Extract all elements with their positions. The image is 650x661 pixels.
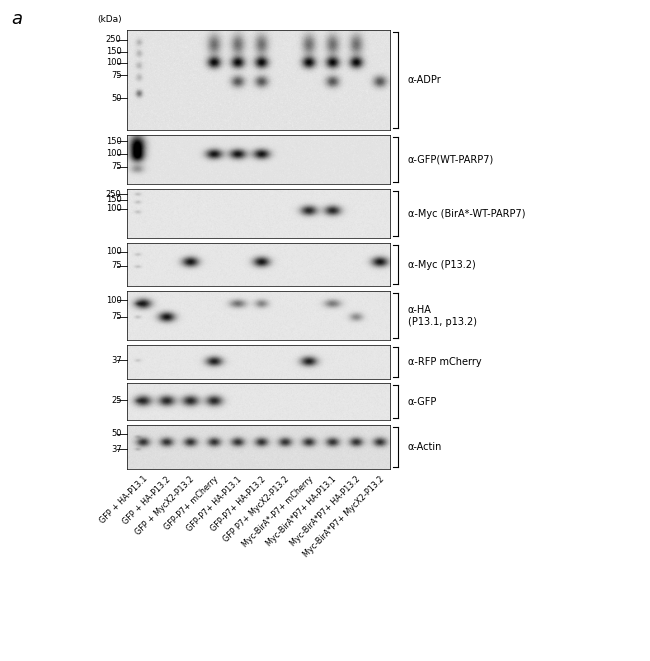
Text: 75: 75 [111,162,122,171]
Text: 100: 100 [106,295,122,305]
Text: GFP + HA-P13.1: GFP + HA-P13.1 [98,475,149,526]
Text: 100: 100 [106,149,122,159]
Text: GFP-P7+ HA-P13.2: GFP-P7+ HA-P13.2 [209,475,267,533]
Text: GFP-P7+ HA-P13.1: GFP-P7+ HA-P13.1 [185,475,244,533]
Text: 25: 25 [111,395,122,405]
Text: GFP P7+ MycX2-P13.2: GFP P7+ MycX2-P13.2 [222,475,291,544]
Text: α-Myc (P13.2): α-Myc (P13.2) [408,260,475,270]
Text: 100: 100 [106,247,122,256]
Text: 37: 37 [111,356,122,365]
Text: 75: 75 [111,261,122,270]
Text: Myc-BirA*-P7+ mCherry: Myc-BirA*-P7+ mCherry [240,475,315,549]
Text: GFP + MycX2-P13.2: GFP + MycX2-P13.2 [134,475,196,537]
Text: 100: 100 [106,58,122,67]
Text: α-Actin: α-Actin [408,442,442,452]
Text: α-RFP mCherry: α-RFP mCherry [408,357,481,367]
Text: 150: 150 [106,137,122,145]
Text: α-HA
(P13.1, p13.2): α-HA (P13.1, p13.2) [408,305,476,327]
Text: α-Myc (BirA*-WT-PARP7): α-Myc (BirA*-WT-PARP7) [408,209,525,219]
Text: (kDa): (kDa) [97,15,122,24]
Text: Myc-BirA*P7+ HA-P13.2: Myc-BirA*P7+ HA-P13.2 [289,475,362,548]
Text: 37: 37 [111,445,122,454]
Text: GFP-P7+ mCherry: GFP-P7+ mCherry [162,475,220,532]
Text: 150: 150 [106,196,122,204]
Text: α-ADPr: α-ADPr [408,75,441,85]
Text: 75: 75 [111,71,122,79]
Text: α-GFP: α-GFP [408,397,437,407]
Text: 100: 100 [106,204,122,214]
Text: GFP + HA-P13.2: GFP + HA-P13.2 [122,475,173,526]
Text: a: a [12,10,23,28]
Text: Myc-BirA*P7+ MycX2-P13.2: Myc-BirA*P7+ MycX2-P13.2 [302,475,386,559]
Text: 150: 150 [106,48,122,56]
Text: 250: 250 [106,35,122,44]
Text: 250: 250 [106,190,122,198]
Text: Myc-BirA*P7+ HA-P13.1: Myc-BirA*P7+ HA-P13.1 [265,475,339,548]
Text: α-GFP(WT-PARP7): α-GFP(WT-PARP7) [408,155,494,165]
Text: 50: 50 [111,94,122,102]
Text: 75: 75 [111,312,122,321]
Text: 50: 50 [111,430,122,438]
